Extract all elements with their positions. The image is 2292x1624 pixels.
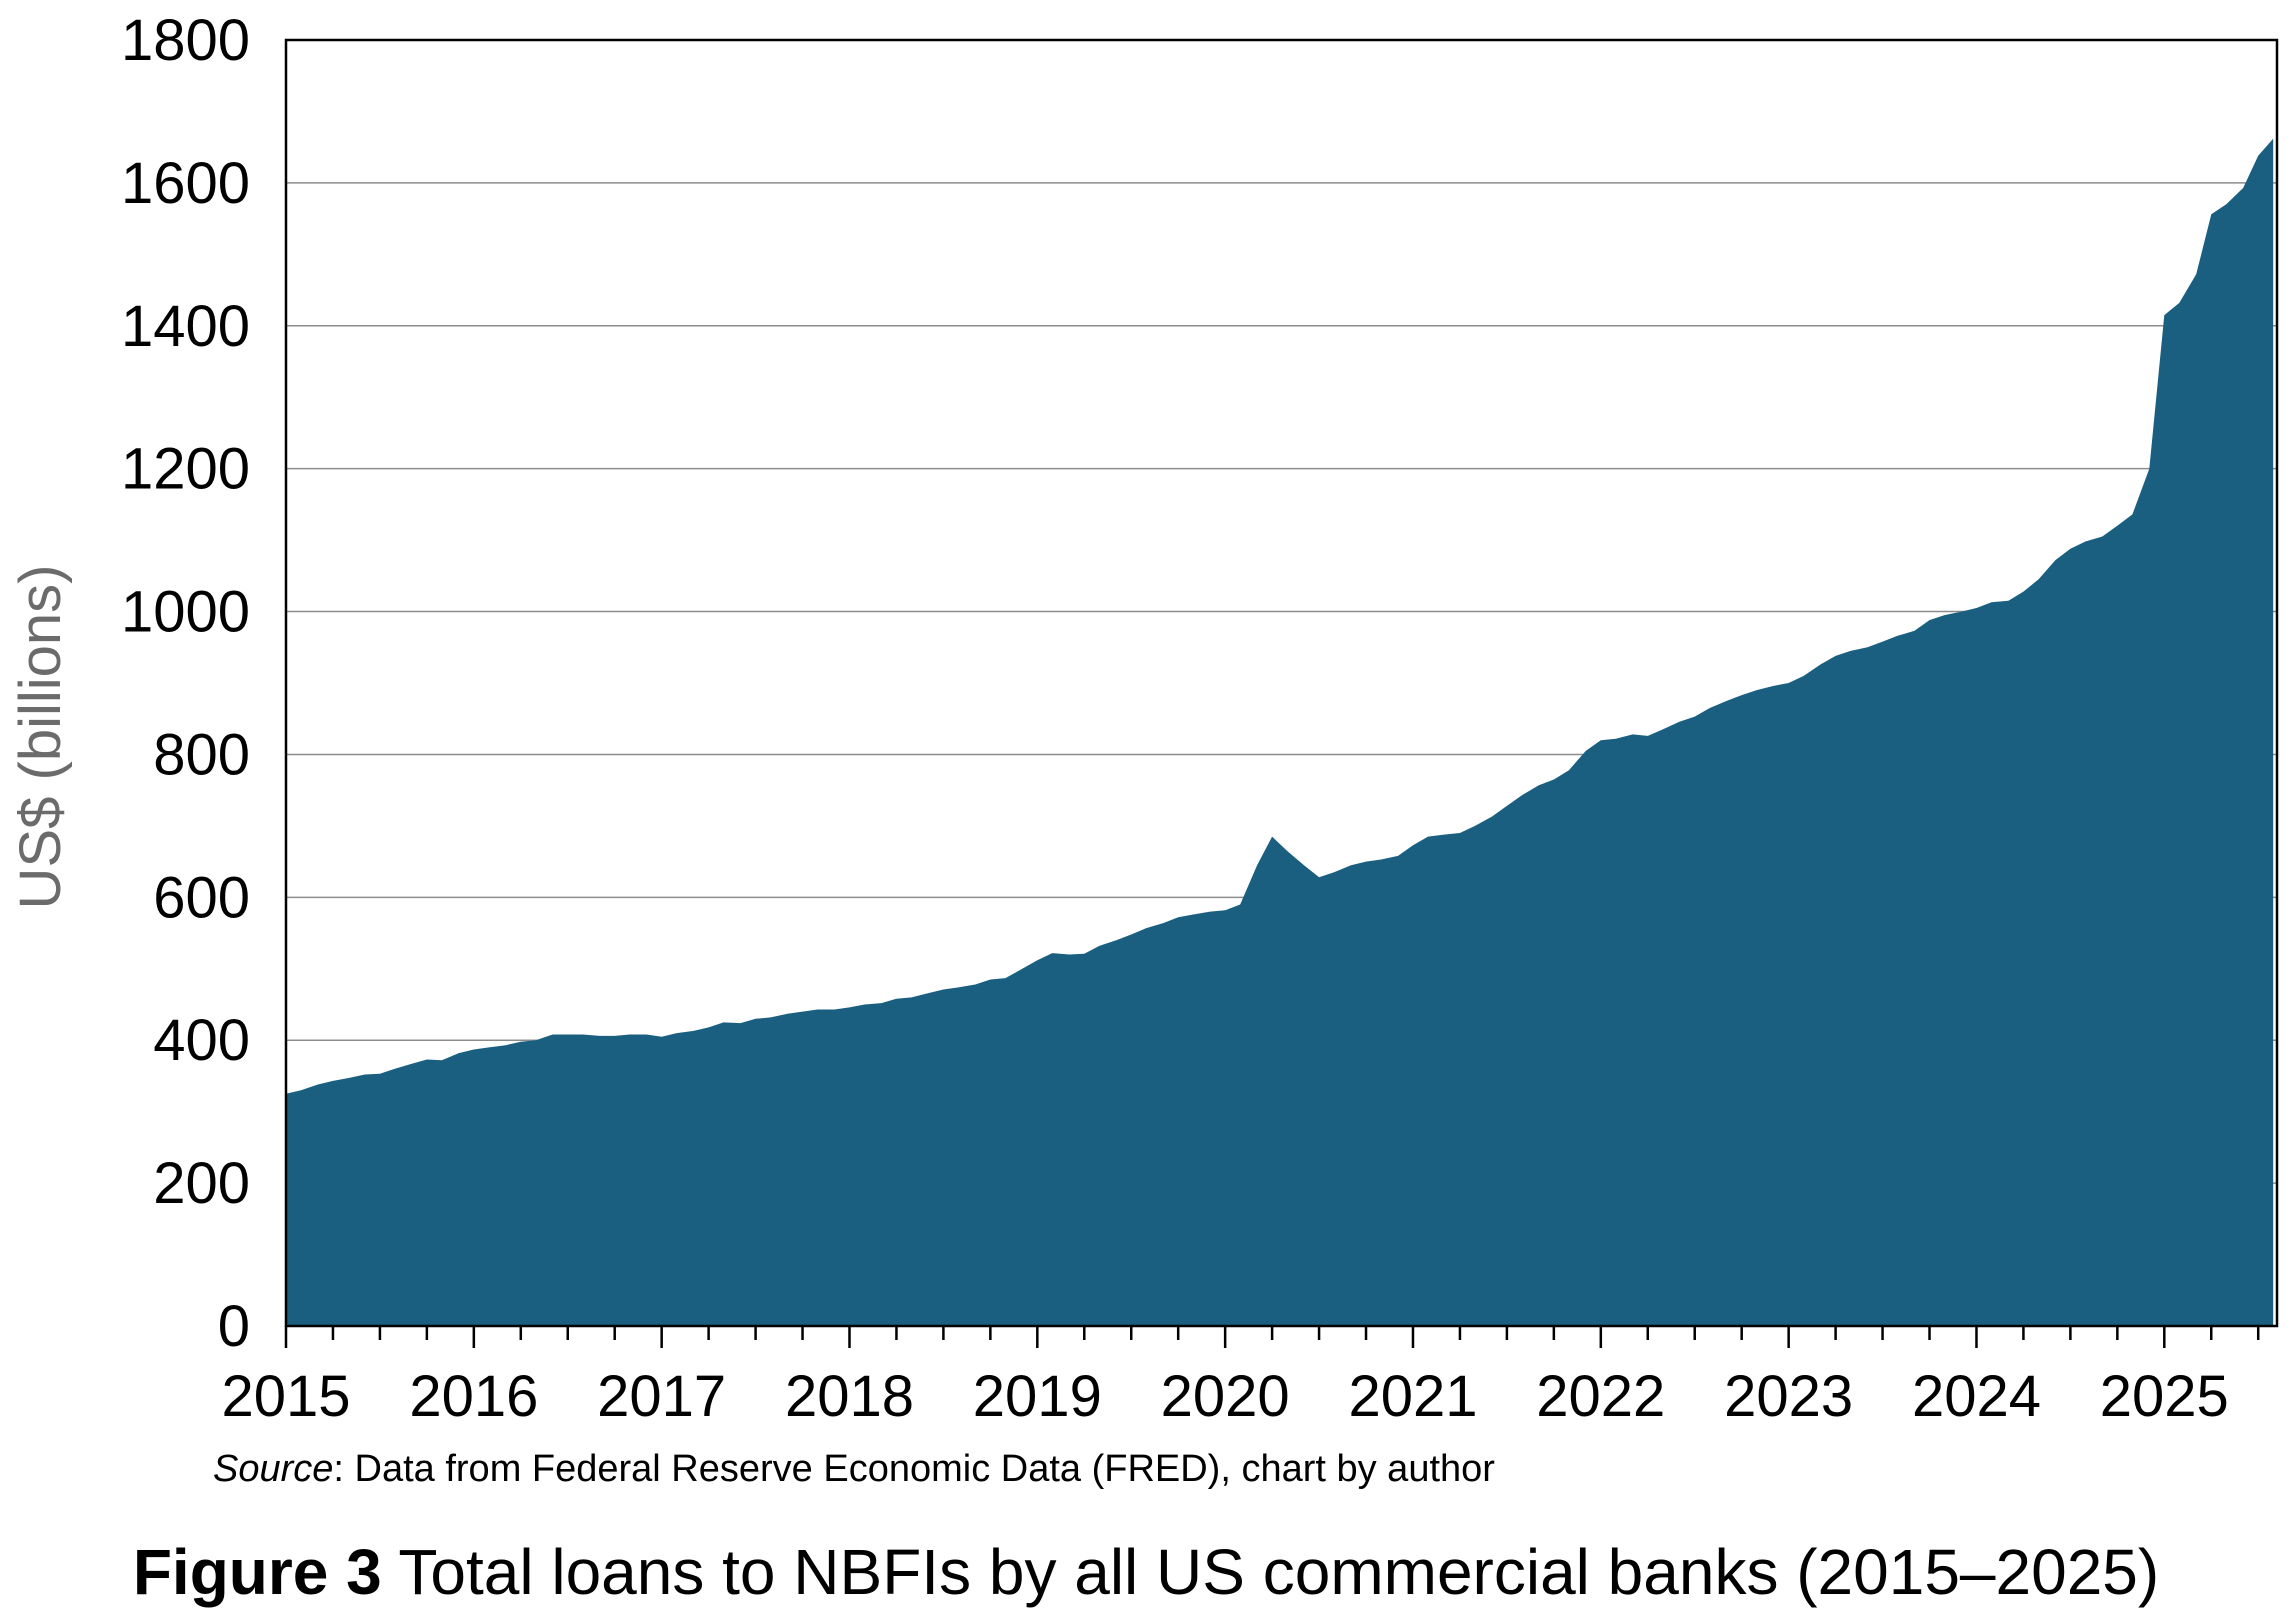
data-area (286, 138, 2274, 1327)
figure-number: Figure 3 (132, 1536, 382, 1608)
x-tick-label: 2015 (221, 1364, 350, 1429)
figure-title: Total loans to NBFIs by all US commercia… (381, 1536, 2160, 1608)
x-tick-label: 2018 (785, 1364, 914, 1429)
plot-frame (284, 38, 2279, 1328)
y-tick-label: 1000 (121, 580, 250, 645)
y-tick-label: 1800 (121, 8, 250, 73)
y-tick-label: 400 (153, 1008, 250, 1073)
x-tick-label: 2016 (409, 1364, 538, 1429)
x-tick-label: 2021 (1348, 1364, 1477, 1429)
x-tick-label: 2023 (1724, 1364, 1853, 1429)
x-tick-label: 2017 (597, 1364, 726, 1429)
y-tick-label: 0 (218, 1294, 250, 1359)
x-tick-label: 2022 (1536, 1364, 1665, 1429)
y-tick-label: 200 (153, 1151, 250, 1216)
source-text: : Data from Federal Reserve Economic Dat… (333, 1448, 1495, 1490)
x-tick-label: 2019 (973, 1364, 1102, 1429)
x-tick-label: 2025 (2100, 1364, 2229, 1429)
x-tick-label: 2020 (1161, 1364, 1290, 1429)
y-tick-label: 1200 (121, 437, 250, 502)
source-note: Source: Data from Federal Reserve Econom… (213, 1448, 1495, 1491)
source-label: Source (213, 1448, 334, 1490)
x-axis-ticks: 2015 2016 2017 2018 2019 2020 2021 2022 2023 2024… (221, 1326, 2260, 1429)
y-axis-label: US$ (billions) (8, 565, 73, 910)
x-tick-label: 2024 (1912, 1364, 2041, 1429)
y-axis-ticks: 0 200 400 600 800 1000 1200 1400 1600 1800 (121, 8, 250, 1359)
y-tick-label: 1600 (121, 151, 250, 216)
y-tick-label: 800 (153, 722, 250, 787)
series-area (286, 138, 2274, 1327)
figure-caption: Figure 3 Total loans to NBFIs by all US … (0, 1535, 2292, 1609)
y-tick-label: 1400 (121, 294, 250, 359)
y-tick-label: 600 (153, 865, 250, 930)
